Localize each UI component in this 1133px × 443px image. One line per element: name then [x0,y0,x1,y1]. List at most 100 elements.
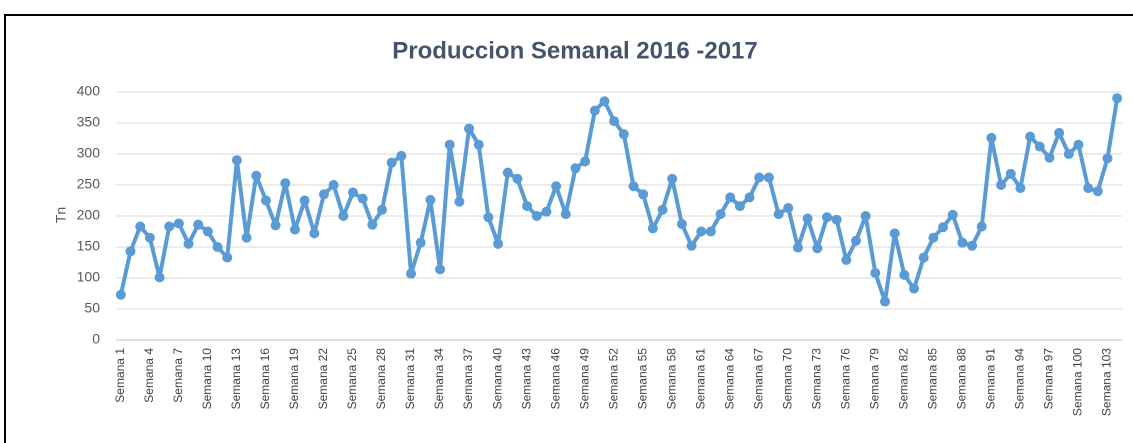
x-tick-label: Semana 103 [1100,348,1114,416]
point [367,219,378,230]
point [734,201,745,212]
point [812,243,823,254]
point [870,268,881,279]
x-tick-label: Semana 4 [142,348,156,403]
point [338,211,349,221]
point [531,211,542,221]
point [967,240,978,251]
point [270,220,281,231]
point [1063,149,1074,159]
point [821,212,832,223]
point [899,269,910,280]
point [406,268,417,279]
point [251,170,262,181]
point [880,296,891,307]
point [318,189,329,200]
point [386,157,397,168]
x-tick-label: Semana 64 [722,348,736,410]
point [938,222,949,233]
point [1112,93,1123,104]
point [222,252,233,263]
y-tick-label: 0 [92,331,100,347]
x-tick-label: Semana 67 [751,348,765,410]
y-tick-label: 200 [77,207,101,223]
point [1102,153,1113,164]
y-tick-label: 150 [77,238,101,254]
point [541,206,552,217]
point [628,181,639,192]
point [299,195,310,206]
x-tick-label: Semana 82 [897,348,911,410]
point [705,226,716,237]
point [1034,141,1045,152]
point [183,238,194,249]
x-tick-label: Semana 49 [577,348,591,410]
point [918,252,929,263]
point [676,219,687,230]
point [502,167,513,178]
point [415,237,426,248]
x-tick-label: Semana 16 [258,348,272,410]
x-tick-label: Semana 61 [693,348,707,410]
point [560,209,571,220]
point [947,209,958,220]
point [173,218,184,229]
point [135,221,146,232]
y-tick-label: 400 [77,83,101,99]
x-tick-label: Semana 79 [868,348,882,410]
x-tick-label: Semana 100 [1071,348,1085,416]
point [144,232,155,243]
x-tick-label: Semana 28 [374,348,388,410]
x-tick-label: Semana 85 [926,348,940,410]
point [928,232,939,243]
point [522,201,533,212]
point [841,255,852,266]
point [377,204,388,215]
point [280,178,291,189]
point [909,283,920,294]
x-tick-label: Semana 10 [200,348,214,410]
x-tick-label: Semana 13 [229,348,243,410]
point [792,242,803,253]
point [1092,186,1103,197]
x-tick-label: Semana 70 [780,348,794,410]
point [154,272,165,283]
x-tick-label: Semana 88 [955,348,969,410]
x-tick-label: Semana 76 [838,348,852,410]
point [444,139,455,150]
point [850,235,861,246]
point [357,193,368,204]
x-tick-label: Semana 40 [490,348,504,410]
point [1073,139,1084,150]
point [164,221,175,232]
point [773,209,784,220]
point [1005,168,1016,179]
point [686,240,697,251]
y-tick-label: 350 [77,114,101,130]
point [889,228,900,239]
point [1054,127,1065,138]
point [763,172,774,183]
point [1044,152,1055,163]
y-axis-label: Tn [53,207,69,223]
x-tick-label: Semana 58 [664,348,678,410]
x-tick-label: Semana 73 [809,348,823,410]
x-tick-label: Semana 46 [548,348,562,410]
point [957,237,968,248]
point [667,173,678,184]
x-tick-label: Semana 1 [113,348,127,403]
point [696,226,707,237]
point [241,232,252,243]
point [986,132,997,143]
x-tick-label: Semana 22 [316,348,330,410]
point [231,155,242,166]
point [212,242,223,252]
point [1025,131,1036,142]
x-tick-label: Semana 52 [606,348,620,410]
y-tick-label: 50 [84,300,100,316]
y-tick-label: 300 [77,145,101,161]
point [512,173,523,184]
point [260,195,271,206]
chart-title: Produccion Semanal 2016 -2017 [392,37,758,64]
